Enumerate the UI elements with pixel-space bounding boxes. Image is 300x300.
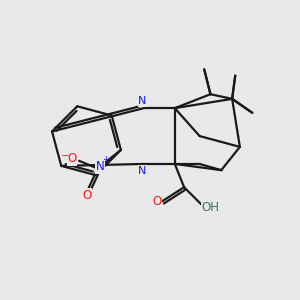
Text: O: O xyxy=(68,152,77,165)
Text: N: N xyxy=(138,166,146,176)
Text: N: N xyxy=(95,160,104,173)
Text: O: O xyxy=(152,195,161,208)
Text: −: − xyxy=(61,151,69,161)
Text: O: O xyxy=(82,189,92,202)
Text: OH: OH xyxy=(201,201,219,214)
Text: N: N xyxy=(138,96,146,106)
Text: +: + xyxy=(103,155,110,164)
